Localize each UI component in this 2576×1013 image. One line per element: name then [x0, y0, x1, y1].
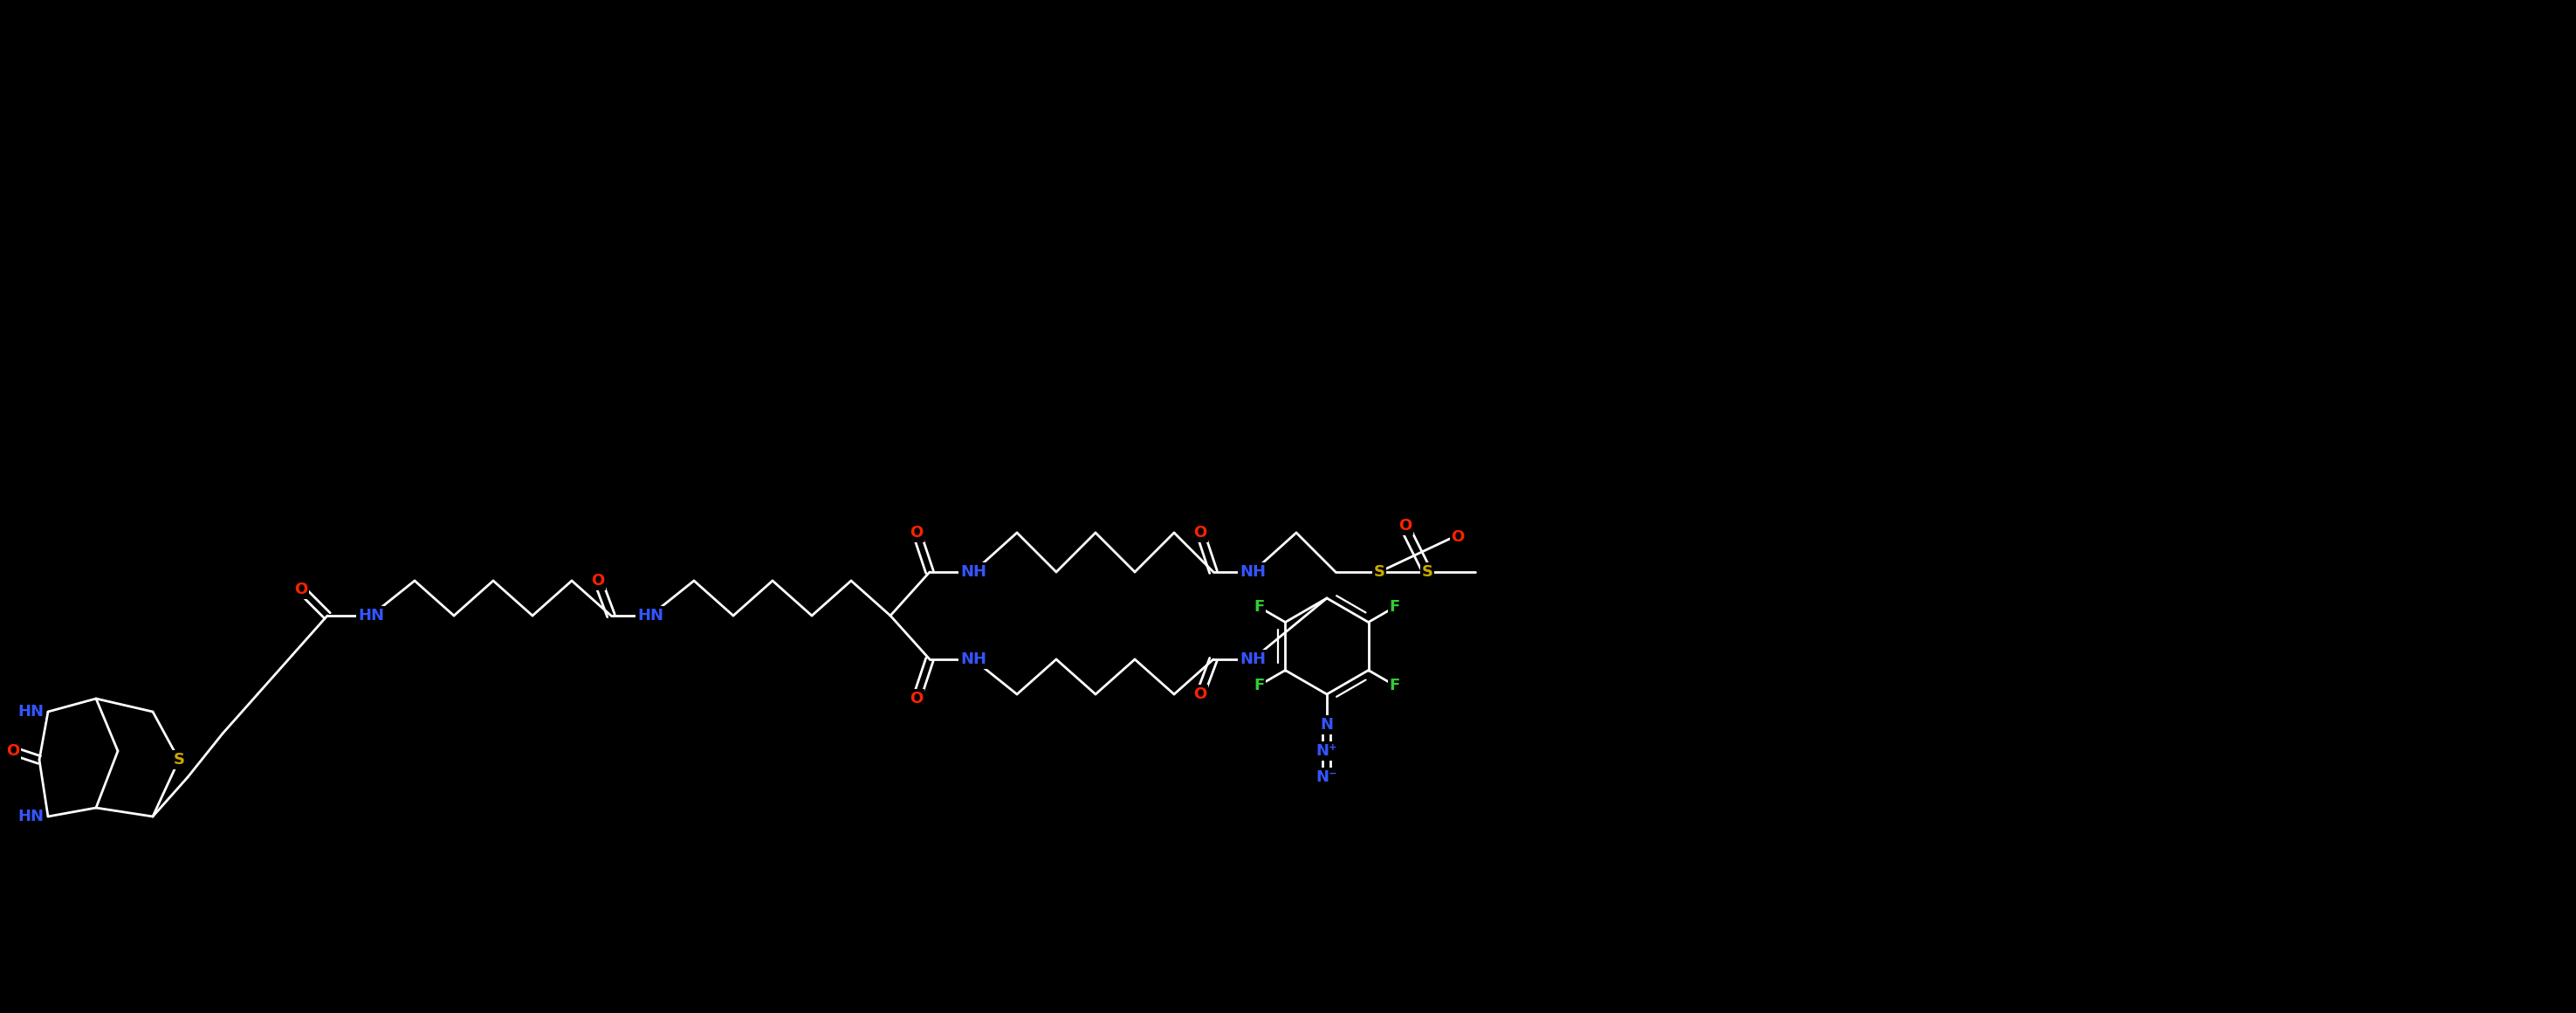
Text: F: F — [1388, 678, 1401, 693]
Text: F: F — [1255, 678, 1265, 693]
Text: S: S — [1422, 564, 1432, 579]
Text: HN: HN — [358, 608, 384, 624]
Text: O: O — [1193, 687, 1208, 702]
Text: O: O — [5, 744, 21, 759]
Text: HN: HN — [636, 608, 665, 624]
Text: N: N — [1321, 717, 1334, 732]
Text: O: O — [294, 581, 307, 598]
Text: F: F — [1255, 599, 1265, 615]
Text: S: S — [173, 752, 185, 768]
Text: O: O — [592, 573, 605, 589]
Text: HN: HN — [18, 704, 44, 719]
Text: O: O — [1193, 525, 1208, 541]
Text: N⁻: N⁻ — [1316, 769, 1337, 785]
Text: NH: NH — [961, 651, 987, 668]
Text: NH: NH — [961, 564, 987, 579]
Text: O: O — [909, 691, 922, 706]
Text: O: O — [909, 525, 922, 541]
Text: NH: NH — [1239, 564, 1265, 579]
Text: O: O — [1399, 518, 1412, 534]
Text: HN: HN — [18, 808, 44, 825]
Text: N⁺: N⁺ — [1316, 744, 1337, 759]
Text: F: F — [1388, 599, 1401, 615]
Text: O: O — [1450, 529, 1463, 545]
Text: NH: NH — [1239, 651, 1265, 668]
Text: S: S — [1373, 564, 1386, 579]
